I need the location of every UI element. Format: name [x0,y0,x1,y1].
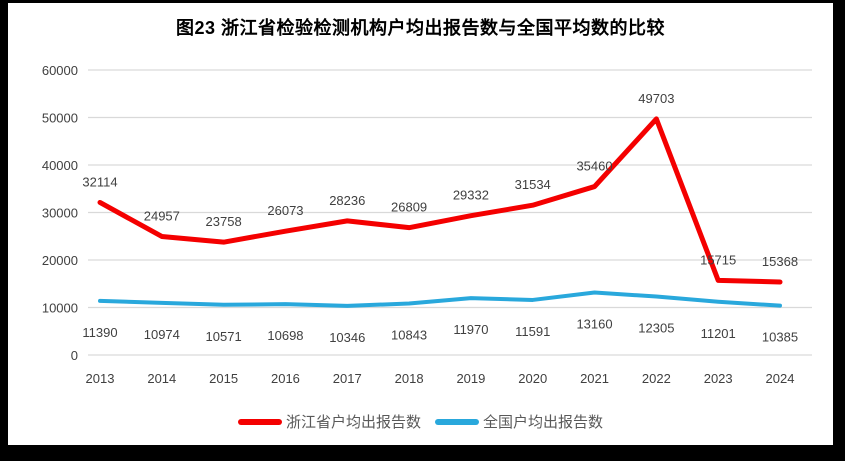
data-label: 11591 [515,324,550,339]
x-axis-tick-label: 2022 [642,371,671,386]
x-axis-tick-label: 2013 [86,371,115,386]
data-label: 10385 [762,330,798,345]
x-axis-tick-label: 2016 [271,371,300,386]
data-label: 12305 [638,321,674,336]
y-axis-tick-label: 10000 [42,301,78,316]
data-label: 24957 [144,208,180,223]
data-label: 15368 [762,254,798,269]
x-axis-tick-label: 2014 [147,371,176,386]
data-label: 10974 [144,327,180,342]
data-label: 15715 [700,252,736,267]
data-label: 26809 [391,200,427,215]
x-axis-tick-label: 2020 [518,371,547,386]
data-label: 23758 [206,214,242,229]
data-label: 11201 [701,326,736,341]
y-axis-tick-label: 0 [71,348,78,363]
data-label: 10698 [267,328,303,343]
data-label: 10571 [206,329,242,344]
x-axis-tick-label: 2021 [580,371,609,386]
legend-label-national: 全国户均出报告数 [483,414,604,431]
y-axis-tick-label: 30000 [42,206,78,221]
series-line [97,116,783,285]
data-label: 10843 [391,327,427,342]
data-label: 32114 [82,174,117,189]
y-axis-tick-label: 20000 [42,253,78,268]
x-axis-tick-label: 2017 [333,371,362,386]
x-axis-tick-label: 2015 [209,371,238,386]
zhejiang-line-swatch [237,418,282,425]
data-label: 31534 [515,177,551,192]
data-label: 29332 [453,188,489,203]
data-label: 11390 [82,325,117,340]
legend-label-zhejiang: 浙江省户均出报告数 [285,414,421,431]
data-label: 49703 [638,91,674,106]
x-axis-tick-label: 2019 [456,371,485,386]
x-axis-tick-label: 2018 [395,371,424,386]
data-label: 11970 [453,322,488,337]
x-axis-tick-label: 2023 [704,371,733,386]
legend: 浙江省户均出报告数 全国户均出报告数 [8,411,833,432]
y-axis-tick-label: 50000 [42,111,78,126]
data-label: 13160 [576,316,612,331]
y-axis-tick-label: 40000 [42,158,78,173]
data-label: 10346 [329,330,365,345]
legend-item-national: 全国户均出报告数 [435,411,603,432]
national-line-swatch [435,418,479,425]
data-label: 35460 [576,159,612,174]
x-axis-tick-label: 2024 [766,371,795,386]
legend-item-zhejiang: 浙江省户均出报告数 [237,411,421,432]
y-axis-tick-label: 60000 [42,63,78,78]
data-label: 28236 [329,193,365,208]
series-line [98,290,782,308]
chart-title: 图23 浙江省检验检测机构户均出报告数与全国平均数的比较 [175,18,666,38]
data-label: 26073 [267,203,303,218]
